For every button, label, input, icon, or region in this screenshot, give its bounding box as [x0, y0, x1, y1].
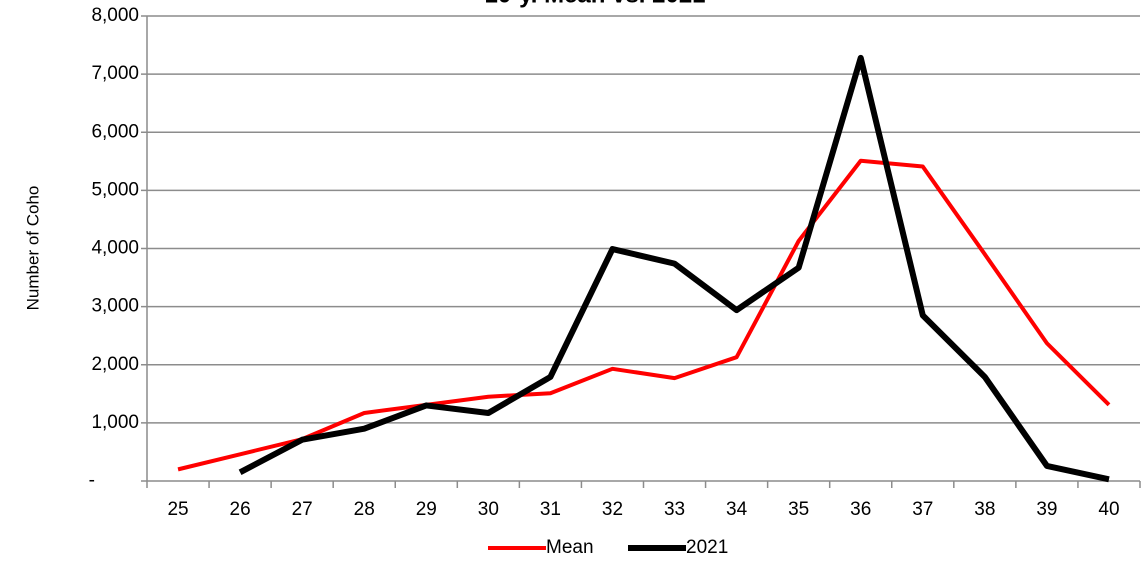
x-tick-label: 36: [850, 499, 871, 520]
legend-label: Mean: [546, 537, 594, 558]
y-tick-label: 8,000: [91, 5, 139, 26]
y-tick-label: 4,000: [91, 238, 139, 259]
x-tick-label: 33: [664, 499, 685, 520]
x-tick-label: 31: [540, 499, 561, 520]
x-tick-label: 39: [1036, 499, 1057, 520]
series-line: [238, 54, 1110, 483]
x-tick-label: 35: [788, 499, 809, 520]
y-tick-label: 2,000: [91, 354, 139, 375]
y-tick-label: 1,000: [91, 412, 139, 433]
x-tick-label: 32: [602, 499, 623, 520]
y-tick-label: 5,000: [91, 179, 139, 200]
x-tick-label: 34: [726, 499, 748, 520]
y-tick-label: 3,000: [91, 296, 139, 317]
x-tick-label: 27: [292, 499, 313, 520]
x-tick-label: 38: [974, 499, 995, 520]
series-line: [177, 158, 1111, 472]
x-tick-label: 30: [478, 499, 499, 520]
y-tick-label: -: [89, 470, 95, 491]
x-tick-label: 26: [230, 499, 251, 520]
x-tick-label: 40: [1098, 499, 1119, 520]
x-tick-label: 37: [912, 499, 933, 520]
x-tick-label: 28: [354, 499, 375, 520]
x-tick-label: 25: [167, 499, 188, 520]
y-tick-label: 7,000: [91, 63, 139, 84]
chart-title: 10-y. Mean vs. 2021: [484, 0, 705, 8]
x-tick-label: 29: [416, 499, 437, 520]
legend-label: 2021: [686, 537, 728, 558]
y-tick-label: 6,000: [91, 121, 139, 142]
y-axis-label: Number of Coho: [23, 186, 42, 311]
